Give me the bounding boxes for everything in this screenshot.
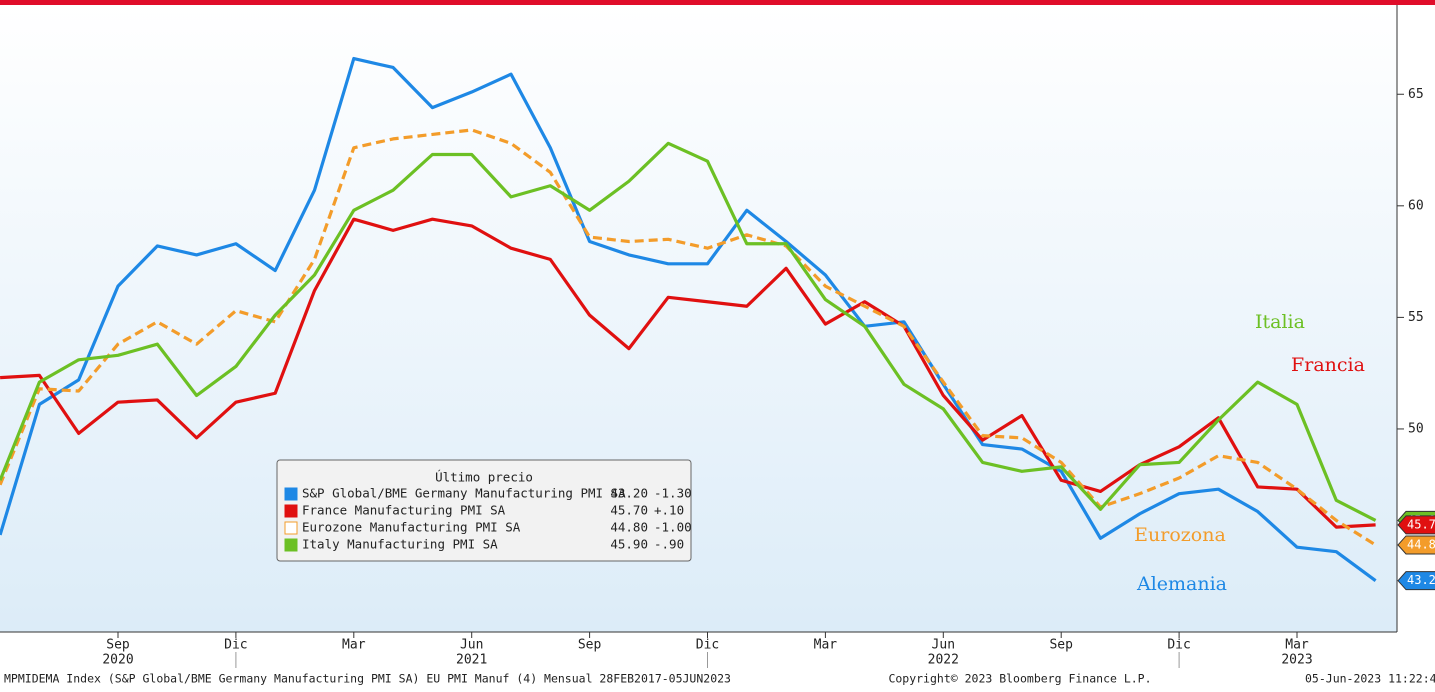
legend: Último precio S&P Global/BME Germany Man… xyxy=(276,459,692,562)
y-tick-label: 60 xyxy=(1408,198,1424,213)
year-label: 2020 xyxy=(102,653,133,668)
value-tag-label: 43.20 xyxy=(1407,573,1435,587)
x-tick-label: Mar xyxy=(814,638,838,653)
legend-box xyxy=(276,459,692,562)
x-tick-label: Mar xyxy=(342,638,366,653)
y-tick-label: 50 xyxy=(1408,421,1424,436)
value-tag-label: 45.70 xyxy=(1407,517,1435,531)
legend-change: +.10 xyxy=(654,503,684,518)
x-tick-label: Jun xyxy=(932,638,955,653)
legend-swatch xyxy=(284,521,298,535)
footer-right: 05-Jun-2023 11:22:41 xyxy=(1305,672,1435,686)
year-label: 2022 xyxy=(928,653,959,668)
x-tick-label: Sep xyxy=(578,638,602,653)
legend-label: France Manufacturing PMI SA xyxy=(302,503,506,518)
series-line xyxy=(0,56,1377,582)
legend-change: -1.00 xyxy=(654,520,692,535)
x-tick-label: Jun xyxy=(460,638,483,653)
x-tick-label: Dic xyxy=(224,638,247,653)
footer-left: MPMIDEMA Index (S&P Global/BME Germany M… xyxy=(4,672,731,686)
x-tick-label: Dic xyxy=(1167,638,1190,653)
plot-area xyxy=(0,5,1397,632)
legend-last: 43.20 xyxy=(610,486,648,501)
footer-center: Copyright© 2023 Bloomberg Finance L.P. xyxy=(888,672,1151,686)
series-annotation: Francia xyxy=(1291,354,1365,376)
legend-swatch xyxy=(284,487,298,501)
y-tick-label: 65 xyxy=(1408,87,1424,102)
x-tick-label: Sep xyxy=(1049,638,1073,653)
value-tag xyxy=(1397,535,1435,555)
value-tag xyxy=(1397,571,1435,591)
legend-change: -.90 xyxy=(654,537,684,552)
legend-last: 45.70 xyxy=(610,503,648,518)
legend-last: 45.90 xyxy=(610,537,648,552)
x-tick-label: Mar xyxy=(1285,638,1309,653)
y-tick-label: 55 xyxy=(1408,310,1424,325)
value-tag-label: 44.80 xyxy=(1407,537,1435,551)
legend-title: Último precio xyxy=(435,470,533,485)
series-line xyxy=(0,217,1376,529)
series-annotation: Eurozona xyxy=(1134,524,1226,546)
series-line xyxy=(0,128,1377,547)
value-tag xyxy=(1397,515,1435,535)
legend-label: S&P Global/BME Germany Manufacturing PMI… xyxy=(302,486,626,501)
legend-swatch xyxy=(284,538,298,552)
legend-change: -1.30 xyxy=(654,486,692,501)
x-tick-label: Dic xyxy=(696,638,719,653)
series-annotation: Italia xyxy=(1255,311,1305,333)
top-bar xyxy=(0,0,1435,5)
legend-label: Eurozone Manufacturing PMI SA xyxy=(302,520,521,535)
legend-label: Italy Manufacturing PMI SA xyxy=(302,537,498,552)
x-tick-label: Sep xyxy=(106,638,130,653)
legend-swatch xyxy=(284,504,298,518)
year-label: 2023 xyxy=(1281,653,1312,668)
legend-last: 44.80 xyxy=(610,520,648,535)
year-label: 2021 xyxy=(456,653,487,668)
series-annotation: Alemania xyxy=(1136,573,1227,595)
series-line xyxy=(0,141,1377,522)
